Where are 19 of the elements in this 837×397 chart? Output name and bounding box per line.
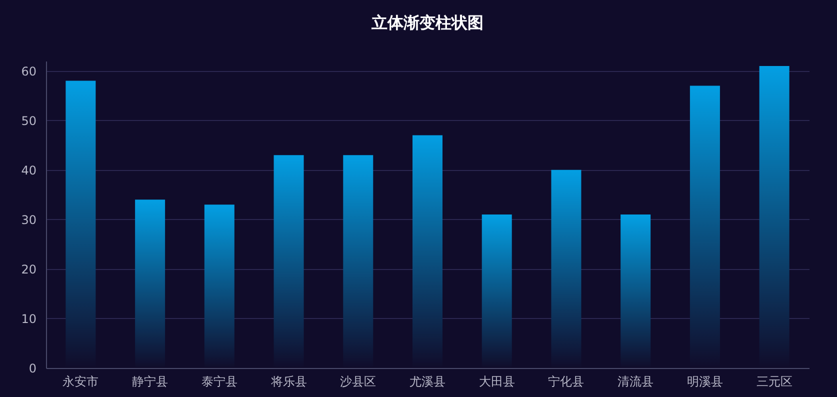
chart-title: 立体渐变柱状图 <box>370 13 484 32</box>
x-tick-label: 清流县 <box>618 374 654 388</box>
y-tick-label: 30 <box>21 212 36 227</box>
y-tick-label: 50 <box>21 114 36 128</box>
x-tick-label: 泰宁县 <box>201 374 238 388</box>
x-tick-label: 永安市 <box>62 374 99 388</box>
x-tick-label: 静宁县 <box>132 374 168 388</box>
y-tick-label: 40 <box>21 163 36 178</box>
x-tick-label: 宁化县 <box>548 374 584 388</box>
x-tick-label: 沙县区 <box>340 374 376 388</box>
x-tick-label: 将乐县 <box>270 374 307 388</box>
x-tick-label: 明溪县 <box>686 374 723 388</box>
x-tick-label: 三元区 <box>756 374 792 388</box>
y-tick-label: 20 <box>21 262 36 276</box>
y-tick-label: 10 <box>21 312 36 326</box>
x-tick-label: 大田县 <box>478 374 515 388</box>
y-tick-label: 0 <box>28 362 36 376</box>
y-tick-label: 60 <box>21 64 36 78</box>
x-tick-label: 尤溪县 <box>410 374 446 388</box>
